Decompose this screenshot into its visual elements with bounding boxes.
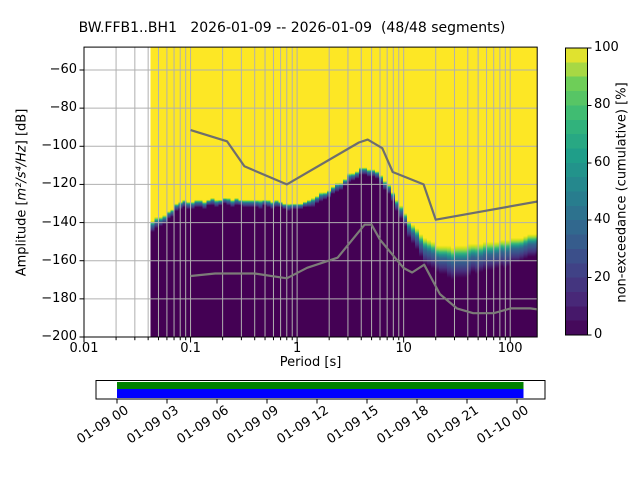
high-noise-model-line bbox=[190, 129, 538, 221]
colorbar-label: non-exceedance (cumulative) [%] bbox=[614, 82, 630, 303]
x-tick-label: 0.01 bbox=[69, 341, 99, 356]
y-tick-label: −120 bbox=[41, 176, 77, 192]
colorbar-tick-label: 20 bbox=[594, 269, 611, 285]
x-tick-label: 1 bbox=[292, 341, 302, 356]
y-tick-label: −200 bbox=[41, 328, 77, 344]
coverage-psd-strip bbox=[117, 388, 524, 398]
colorbar-tick-label: 0 bbox=[594, 327, 603, 342]
colorbar-tick-label: 80 bbox=[594, 97, 611, 113]
grid bbox=[83, 47, 538, 337]
figure-title: BW.FFB1..BH1 2026-01-09 -- 2026-01-09 (4… bbox=[78, 20, 506, 36]
axis-ticks bbox=[79, 69, 511, 343]
y-tick-label: −60 bbox=[49, 62, 77, 77]
y-tick-label: −140 bbox=[41, 214, 77, 230]
y-tick-label: −80 bbox=[49, 100, 77, 116]
colorbar-tick-label: 40 bbox=[594, 212, 611, 228]
colorbar-tick-label: 100 bbox=[594, 40, 619, 55]
colorbar bbox=[565, 47, 592, 336]
y-tick-label: −160 bbox=[41, 252, 77, 268]
x-tick-label: 10 bbox=[395, 341, 412, 356]
colorbar-tick-label: 60 bbox=[594, 154, 611, 170]
axes-frame bbox=[83, 46, 538, 338]
coverage-bar bbox=[95, 380, 546, 404]
x-tick-label: 100 bbox=[497, 341, 523, 356]
noise-model-lines bbox=[190, 129, 538, 315]
low-noise-model-line bbox=[190, 223, 538, 315]
x-axis-label: Period [s] bbox=[279, 355, 342, 370]
coverage-data-strip bbox=[117, 381, 524, 389]
x-tick-label: 0.1 bbox=[180, 341, 201, 356]
ppsd-histogram bbox=[150, 47, 538, 337]
y-tick-label: −100 bbox=[41, 138, 77, 154]
y-tick-label: −180 bbox=[41, 290, 77, 306]
